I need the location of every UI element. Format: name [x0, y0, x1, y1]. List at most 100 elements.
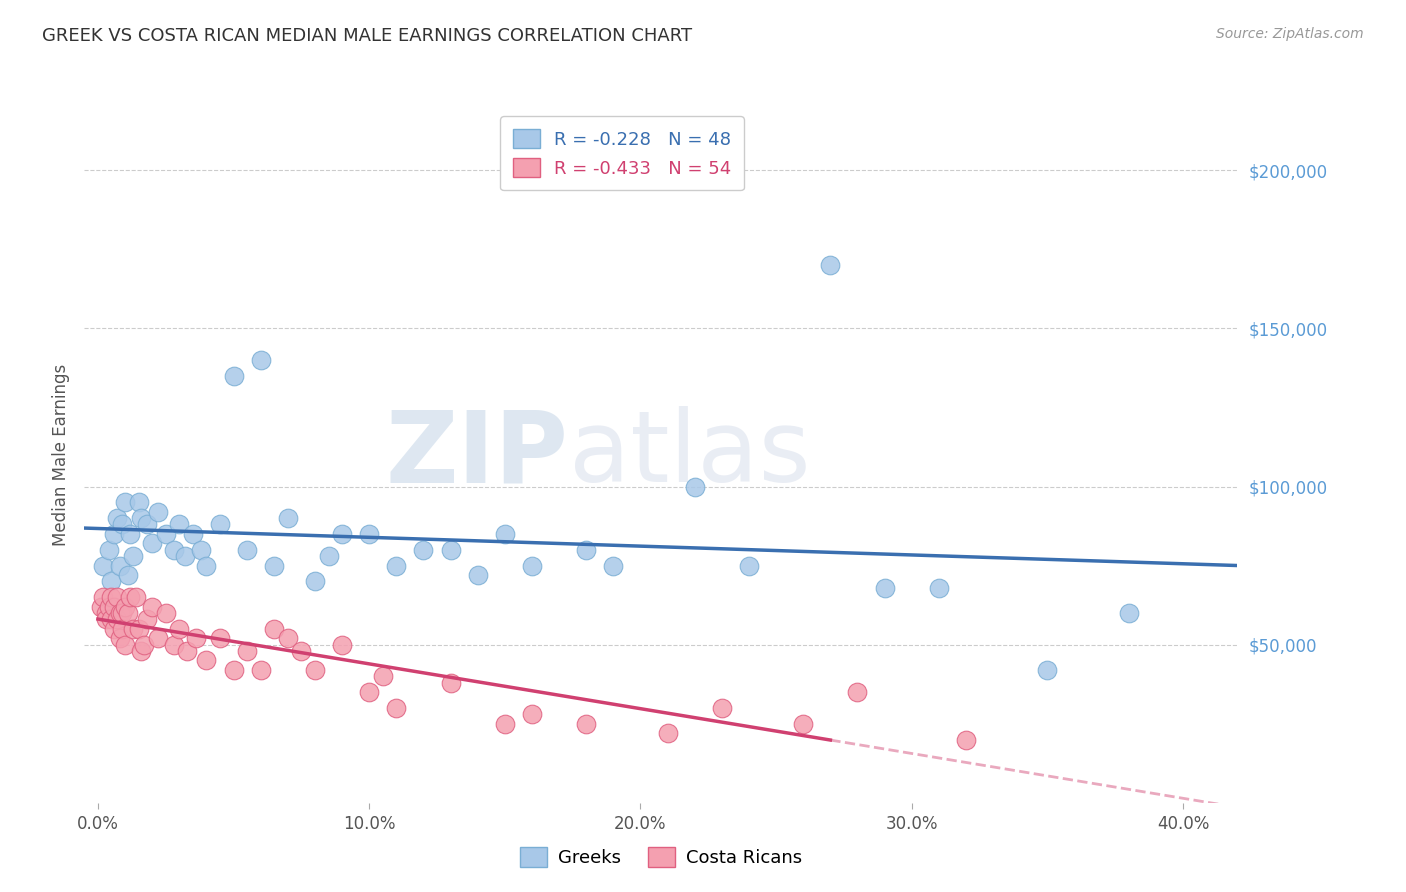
- Point: [236, 542, 259, 557]
- Point: [100, 612, 122, 626]
- Point: [277, 632, 299, 646]
- Point: [710, 701, 733, 715]
- Point: [173, 549, 195, 563]
- Point: [97, 599, 120, 614]
- Legend: R = -0.228   N = 48, R = -0.433   N = 54: R = -0.228 N = 48, R = -0.433 N = 54: [501, 116, 744, 190]
- Point: [117, 568, 139, 582]
- Point: [100, 574, 122, 589]
- Point: [111, 517, 134, 532]
- Point: [738, 558, 761, 573]
- Point: [520, 558, 543, 573]
- Point: [820, 258, 842, 272]
- Point: [131, 511, 153, 525]
- Point: [128, 495, 150, 509]
- Point: [318, 549, 340, 563]
- Point: [125, 591, 148, 605]
- Point: [330, 527, 353, 541]
- Point: [94, 606, 117, 620]
- Point: [657, 726, 679, 740]
- Y-axis label: Median Male Earnings: Median Male Earnings: [52, 364, 70, 546]
- Point: [846, 685, 869, 699]
- Point: [371, 669, 394, 683]
- Point: [146, 505, 169, 519]
- Point: [190, 542, 212, 557]
- Point: [683, 479, 706, 493]
- Point: [236, 644, 259, 658]
- Point: [163, 542, 186, 557]
- Point: [330, 638, 353, 652]
- Point: [184, 632, 207, 646]
- Point: [385, 701, 408, 715]
- Point: [290, 644, 312, 658]
- Point: [135, 612, 157, 626]
- Point: [100, 591, 122, 605]
- Point: [114, 638, 136, 652]
- Point: [93, 558, 115, 573]
- Legend: Greeks, Costa Ricans: Greeks, Costa Ricans: [513, 839, 808, 874]
- Point: [117, 606, 139, 620]
- Text: GREEK VS COSTA RICAN MEDIAN MALE EARNINGS CORRELATION CHART: GREEK VS COSTA RICAN MEDIAN MALE EARNING…: [42, 27, 692, 45]
- Point: [208, 517, 231, 532]
- Point: [249, 663, 271, 677]
- Point: [155, 606, 177, 620]
- Point: [114, 495, 136, 509]
- Point: [277, 511, 299, 525]
- Point: [169, 517, 191, 532]
- Point: [494, 527, 516, 541]
- Point: [873, 581, 896, 595]
- Point: [359, 685, 381, 699]
- Point: [103, 527, 125, 541]
- Point: [122, 549, 145, 563]
- Point: [304, 663, 326, 677]
- Point: [385, 558, 408, 573]
- Point: [108, 558, 131, 573]
- Point: [169, 622, 191, 636]
- Point: [105, 612, 128, 626]
- Point: [111, 622, 134, 636]
- Point: [467, 568, 489, 582]
- Point: [108, 632, 131, 646]
- Point: [90, 599, 112, 614]
- Point: [412, 542, 434, 557]
- Point: [103, 599, 125, 614]
- Point: [93, 591, 115, 605]
- Point: [575, 716, 598, 731]
- Point: [195, 558, 218, 573]
- Text: ZIP: ZIP: [385, 407, 568, 503]
- Point: [146, 632, 169, 646]
- Point: [575, 542, 598, 557]
- Text: Source: ZipAtlas.com: Source: ZipAtlas.com: [1216, 27, 1364, 41]
- Point: [359, 527, 381, 541]
- Point: [1036, 663, 1059, 677]
- Point: [304, 574, 326, 589]
- Point: [222, 663, 245, 677]
- Point: [181, 527, 204, 541]
- Point: [120, 591, 142, 605]
- Point: [122, 622, 145, 636]
- Text: atlas: atlas: [568, 407, 810, 503]
- Point: [105, 591, 128, 605]
- Point: [108, 606, 131, 620]
- Point: [163, 638, 186, 652]
- Point: [114, 599, 136, 614]
- Point: [263, 622, 285, 636]
- Point: [120, 527, 142, 541]
- Point: [222, 368, 245, 383]
- Point: [439, 542, 461, 557]
- Point: [141, 599, 163, 614]
- Point: [135, 517, 157, 532]
- Point: [439, 675, 461, 690]
- Point: [955, 732, 977, 747]
- Point: [141, 536, 163, 550]
- Point: [208, 632, 231, 646]
- Point: [602, 558, 624, 573]
- Point: [105, 511, 128, 525]
- Point: [176, 644, 198, 658]
- Point: [928, 581, 950, 595]
- Point: [94, 612, 117, 626]
- Point: [1118, 606, 1140, 620]
- Point: [494, 716, 516, 731]
- Point: [132, 638, 155, 652]
- Point: [520, 707, 543, 722]
- Point: [792, 716, 814, 731]
